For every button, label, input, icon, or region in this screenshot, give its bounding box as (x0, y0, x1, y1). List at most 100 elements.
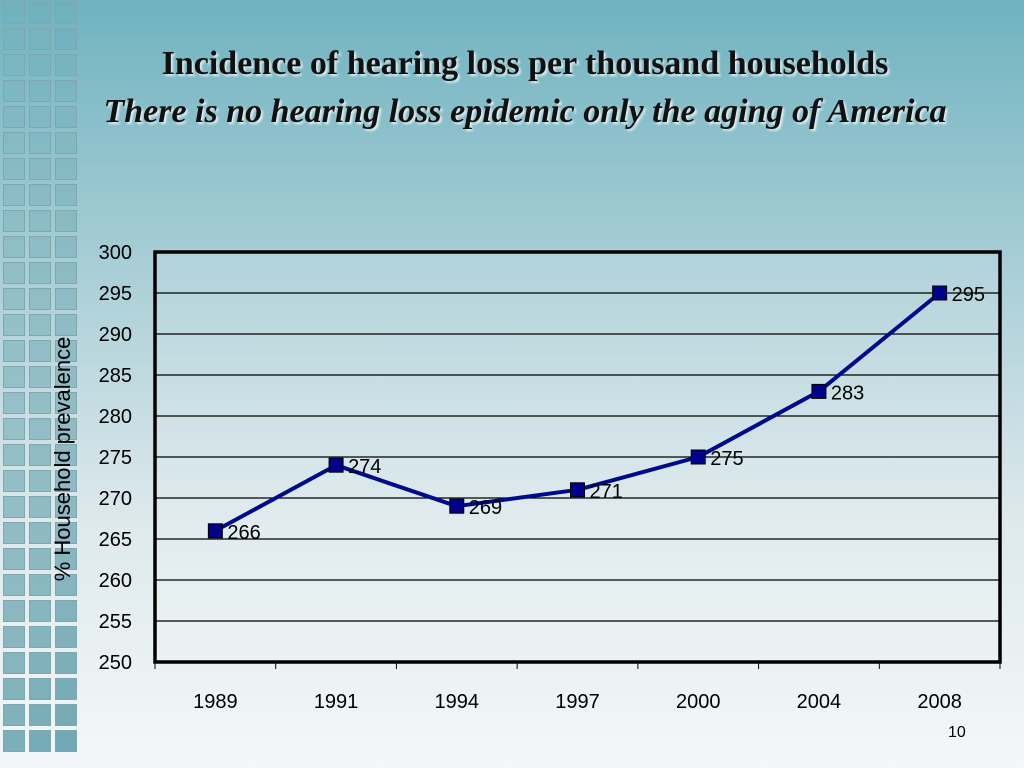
decorative-tile (29, 314, 51, 336)
decorative-tile (29, 158, 51, 180)
decorative-tile (55, 418, 77, 440)
decorative-tile (55, 2, 77, 24)
decorative-tile (3, 80, 25, 102)
data-point-marker (207, 523, 223, 539)
decorative-tile (29, 522, 51, 544)
data-point-marker (690, 449, 706, 465)
decorative-tile (3, 54, 25, 76)
data-point-marker (449, 498, 465, 514)
plot-border (153, 250, 1002, 664)
decorative-tile (29, 548, 51, 570)
decorative-tile (3, 626, 25, 648)
decorative-tile (29, 2, 51, 24)
decorative-tile (55, 288, 77, 310)
decorative-tile (55, 132, 77, 154)
page-number: 10 (948, 724, 966, 741)
decorative-tile (3, 574, 25, 596)
decorative-tile (29, 626, 51, 648)
decorative-tile (3, 366, 25, 388)
data-label: 269 (469, 497, 502, 519)
decorative-tile (3, 184, 25, 206)
decorative-tile (3, 262, 25, 284)
x-tick-label: 1994 (435, 691, 480, 713)
decorative-tile (55, 600, 77, 622)
slide-subtitle: There is no hearing loss epidemic only t… (103, 93, 947, 130)
decorative-tile (3, 132, 25, 154)
decorative-tile (3, 600, 25, 622)
data-label: 283 (831, 382, 864, 404)
slide-title: Incidence of hearing loss per thousand h… (161, 45, 889, 82)
data-label: 266 (227, 522, 260, 544)
decorative-tile (3, 106, 25, 128)
decorative-tile (29, 366, 51, 388)
y-tick-label: 290 (99, 324, 132, 346)
data-label: 295 (952, 284, 985, 306)
decorative-tile (29, 392, 51, 414)
decorative-tile (55, 678, 77, 700)
decorative-tile (29, 262, 51, 284)
decorative-tile (29, 574, 51, 596)
x-tick-label: 1997 (555, 691, 600, 713)
decorative-tile (55, 366, 77, 388)
decorative-tile (55, 444, 77, 466)
decorative-tile (3, 288, 25, 310)
decorative-tile (29, 444, 51, 466)
data-point-marker (328, 457, 344, 473)
y-axis-label: % Household prevalence (50, 337, 75, 582)
decorative-tile (3, 496, 25, 518)
decorative-tile (29, 54, 51, 76)
decorative-tile (3, 444, 25, 466)
decorative-tile (55, 210, 77, 232)
decorative-tile (29, 470, 51, 492)
decorative-tile (3, 340, 25, 362)
decorative-tile (29, 288, 51, 310)
decorative-tile (29, 652, 51, 674)
decorative-tile (29, 210, 51, 232)
decorative-tile (3, 730, 25, 752)
decorative-tile (3, 210, 25, 232)
decorative-tile (55, 652, 77, 674)
decorative-tile (55, 470, 77, 492)
decorative-tile (55, 626, 77, 648)
decorative-tile (29, 80, 51, 102)
decorative-tile (55, 548, 77, 570)
decorative-tile (29, 600, 51, 622)
decorative-tile (55, 28, 77, 50)
decorative-tile (55, 314, 77, 336)
y-tick-label: 285 (99, 365, 132, 387)
decorative-tile (55, 392, 77, 414)
decorative-tile (29, 704, 51, 726)
decorative-tile (55, 80, 77, 102)
decorative-tile (3, 522, 25, 544)
decorative-tile (3, 470, 25, 492)
decorative-tile (3, 704, 25, 726)
decorative-tile (55, 574, 77, 596)
data-label: 271 (590, 481, 623, 503)
y-tick-label: 250 (99, 652, 132, 674)
x-tick-label: 2008 (917, 691, 962, 713)
decorative-tile (3, 678, 25, 700)
decorative-tile (3, 2, 25, 24)
y-tick-label: 295 (99, 283, 132, 305)
decorative-tile (29, 132, 51, 154)
decorative-tile (3, 236, 25, 258)
y-tick-label: 300 (99, 242, 132, 264)
y-tick-label: 255 (99, 611, 132, 633)
decorative-tile (55, 522, 77, 544)
decorative-tile (29, 28, 51, 50)
decorative-tile (55, 236, 77, 258)
y-tick-label: 270 (99, 488, 132, 510)
decorative-tile (3, 392, 25, 414)
decorative-tile (3, 652, 25, 674)
data-point-marker (932, 285, 948, 301)
y-tick-label: 265 (99, 529, 132, 551)
data-label: 274 (348, 456, 381, 478)
decorative-tile (29, 730, 51, 752)
decorative-tile (55, 496, 77, 518)
decorative-tile (55, 730, 77, 752)
x-tick-label: 1991 (314, 691, 359, 713)
decorative-tile (55, 54, 77, 76)
decorative-tile (3, 548, 25, 570)
y-tick-label: 280 (99, 406, 132, 428)
